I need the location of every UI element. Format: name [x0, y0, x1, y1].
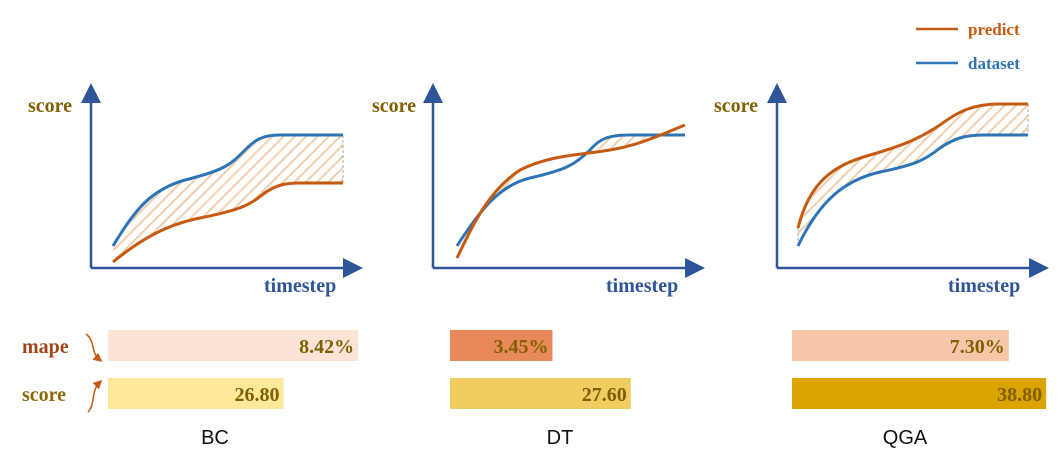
score-label: 27.60	[582, 384, 627, 406]
row-label: mape	[22, 336, 69, 358]
y-axis-label: score	[28, 95, 72, 117]
score-bar	[792, 378, 1047, 409]
mape-bar	[108, 330, 359, 361]
y-axis-label: score	[372, 95, 416, 117]
x-axis-label: timestep	[264, 275, 336, 297]
panel-name: QGA	[883, 427, 928, 449]
legend-label: dataset	[968, 54, 1020, 73]
arrow	[87, 379, 103, 413]
score-label: 38.80	[997, 384, 1042, 406]
plot-dt: score timestep	[372, 83, 705, 297]
mape-bar	[792, 330, 1009, 361]
mape-label: 7.30%	[950, 336, 1005, 358]
plot-bc: score timestep	[28, 83, 363, 297]
panel-name: BC	[201, 427, 229, 449]
x-axis-label: timestep	[606, 275, 678, 297]
mape-bar	[450, 330, 553, 361]
score-bar	[450, 378, 631, 409]
x-axis-label: timestep	[948, 275, 1020, 297]
legend-label: predict	[968, 20, 1020, 39]
mape-label: 8.42%	[299, 336, 354, 358]
plot-qga: score timestep	[714, 83, 1049, 297]
panel-name: DT	[547, 427, 574, 449]
score-label: 26.80	[235, 384, 280, 406]
arrow	[85, 333, 103, 362]
y-axis-label: score	[714, 95, 758, 117]
score-bar	[108, 378, 284, 409]
mape-label: 3.45%	[493, 336, 548, 358]
row-label: score	[22, 384, 66, 406]
